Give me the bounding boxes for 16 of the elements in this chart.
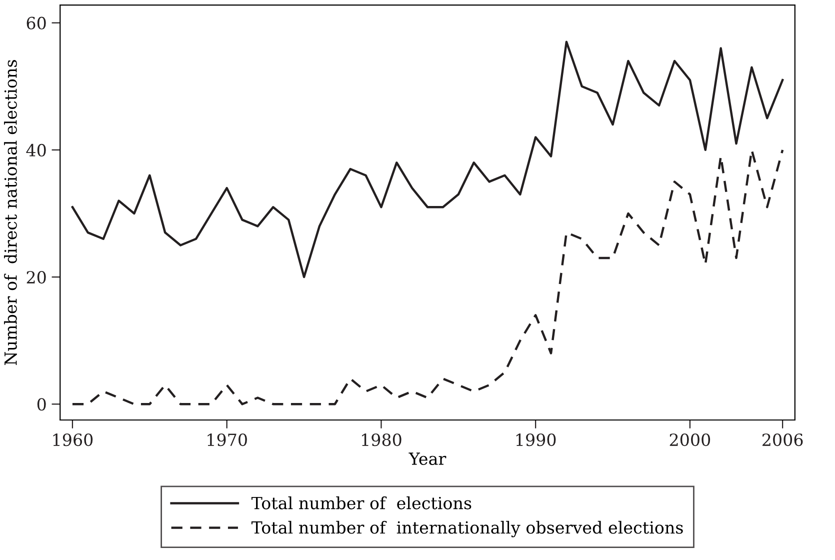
x-tick-label: 1980 (362, 433, 402, 446)
y-axis-title: Number of direct national elections (4, 60, 17, 366)
x-axis-title: Year (408, 452, 446, 466)
x-tick-label: 1970 (208, 433, 247, 446)
x-tick-label: 2000 (670, 433, 710, 446)
y-tick-label: 20 (26, 270, 46, 284)
x-tick-label: 2006 (762, 433, 803, 446)
legend-label: Total number of elections (251, 496, 472, 510)
legend-label: Total number of internationally observed elections (251, 520, 683, 538)
x-tick-label: 1960 (53, 433, 93, 446)
y-tick-label: 40 (26, 144, 46, 156)
line-series (71, 40, 784, 278)
y-tick-label: 60 (26, 16, 46, 30)
line-series (71, 148, 784, 406)
x-tick-label: 1990 (516, 433, 556, 446)
y-tick-label: 0 (37, 398, 46, 411)
